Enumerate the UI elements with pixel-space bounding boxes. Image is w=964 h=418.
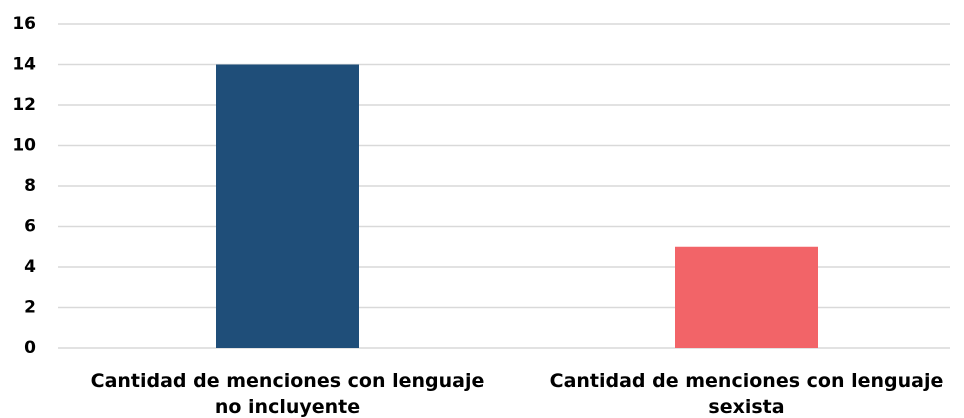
y-tick-label: 6: [24, 217, 36, 237]
y-tick-label: 8: [24, 176, 36, 196]
bar: [675, 246, 818, 348]
y-tick-label: 0: [24, 338, 36, 358]
y-tick-label: 10: [12, 136, 36, 156]
y-tick-label: 14: [12, 55, 36, 75]
bar: [216, 64, 359, 348]
y-tick-label: 4: [24, 257, 36, 277]
y-tick-label: 16: [12, 14, 36, 34]
y-tick-label: 12: [12, 95, 36, 115]
x-tick-label: Cantidad de menciones con lenguaje no in…: [90, 370, 485, 418]
y-tick-label: 2: [24, 298, 36, 318]
x-tick-label: Cantidad de menciones con lenguaje sexis…: [549, 370, 944, 418]
